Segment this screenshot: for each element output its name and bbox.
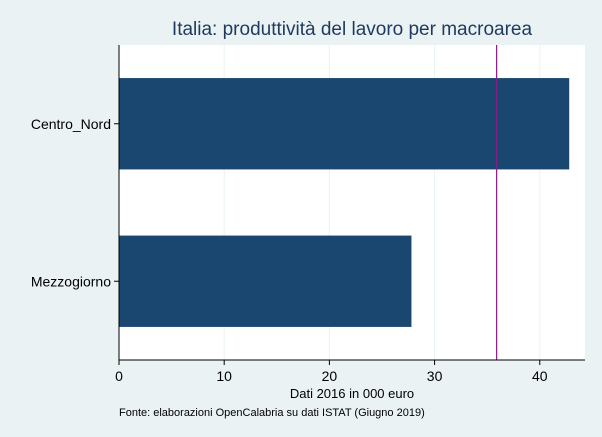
bar-centro-nord [119,78,570,170]
y-ticks: Centro_Nord Mezzogiorno [31,116,119,289]
x-tick-label: 0 [115,368,123,384]
x-ticks: 0 10 20 30 40 [115,360,548,384]
bar-mezzogiorno [119,235,412,327]
chart-title: Italia: produttività del lavoro per macr… [172,19,533,40]
source-note: Fonte: elaborazioni OpenCalabria su dati… [119,407,425,419]
bars [119,78,570,327]
x-tick-label: 40 [532,368,548,384]
y-tick-label: Mezzogiorno [31,273,111,289]
axes [118,45,585,361]
x-tick-label: 10 [216,368,232,384]
x-axis-label: Dati 2016 in 000 euro [290,386,414,401]
x-tick-label: 20 [322,368,338,384]
x-tick-label: 30 [427,368,443,384]
y-tick-label: Centro_Nord [31,116,111,132]
